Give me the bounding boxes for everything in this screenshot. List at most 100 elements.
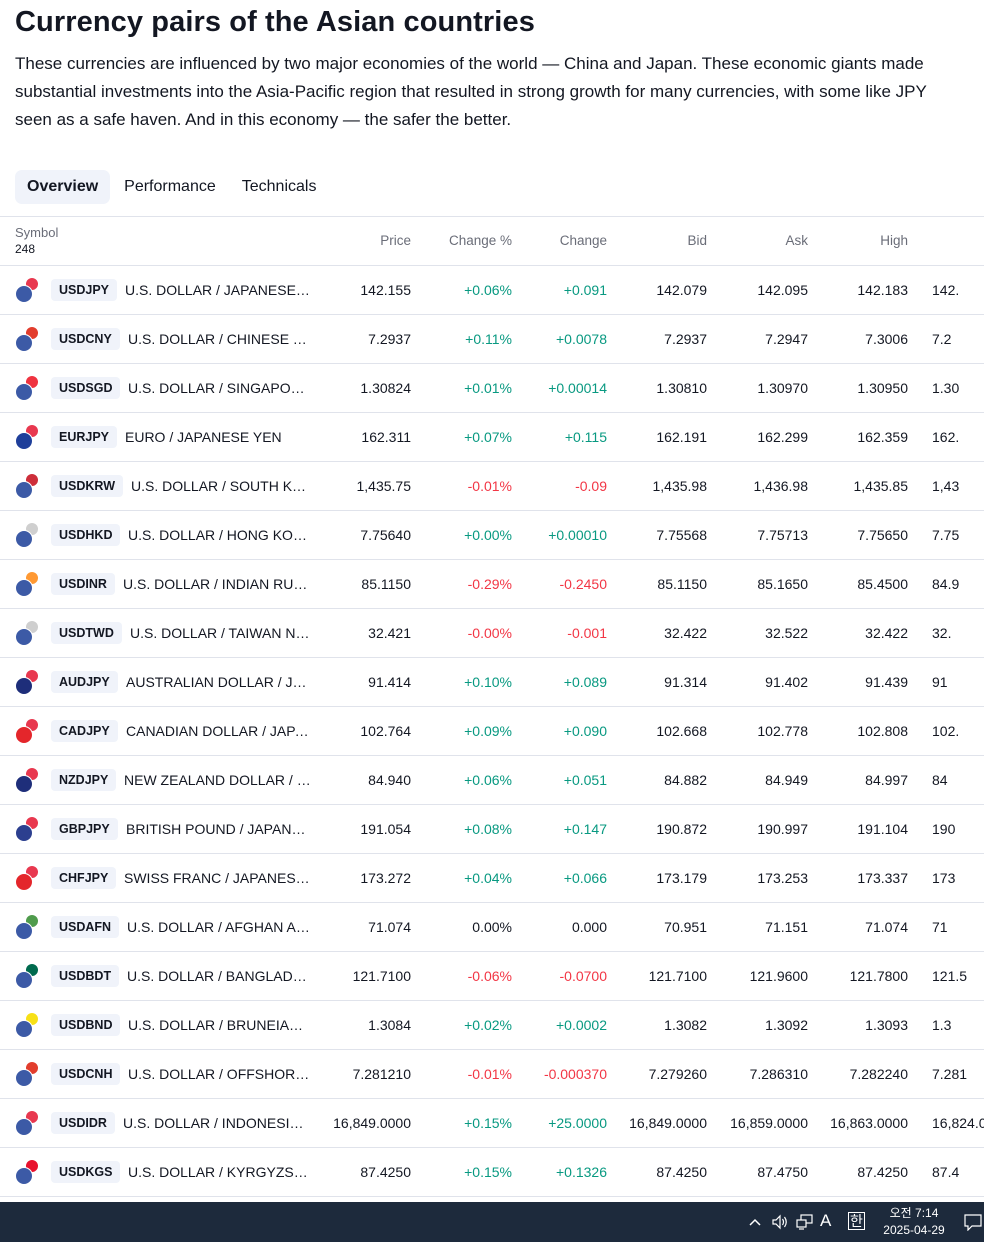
high-cell: 7.282240 bbox=[849, 1066, 908, 1082]
low-cell: 102. bbox=[932, 723, 960, 739]
clock-time: 오전 7:14 bbox=[889, 1206, 939, 1220]
pair-name[interactable]: BRITISH POUND / JAPANESE ... bbox=[126, 821, 312, 837]
ticker-badge[interactable]: USDCNY bbox=[51, 328, 120, 350]
chevron-up-icon[interactable] bbox=[748, 1215, 762, 1229]
pair-name[interactable]: U.S. DOLLAR / TAIWAN NEW... bbox=[130, 625, 312, 641]
network-icon[interactable] bbox=[796, 1214, 814, 1230]
table-row[interactable]: USDTWD U.S. DOLLAR / TAIWAN NEW... 32.421 -… bbox=[0, 609, 984, 658]
pair-name[interactable]: AUSTRALIAN DOLLAR / JAPA... bbox=[126, 674, 312, 690]
ticker-badge[interactable]: USDKRW bbox=[51, 475, 124, 497]
currency-flags-icon bbox=[15, 1061, 41, 1087]
price-cell: 7.75640 bbox=[360, 527, 411, 543]
table-row[interactable]: USDIDR U.S. DOLLAR / INDONESIAN ... 16,849… bbox=[0, 1099, 984, 1148]
table-row[interactable]: USDKRW U.S. DOLLAR / SOUTH KORE... 1,435.7… bbox=[0, 462, 984, 511]
ticker-badge[interactable]: USDCNH bbox=[51, 1063, 121, 1085]
pair-name[interactable]: U.S. DOLLAR / BRUNEIAN D... bbox=[128, 1017, 312, 1033]
pair-name[interactable]: NEW ZEALAND DOLLAR / JA... bbox=[124, 772, 312, 788]
ticker-badge[interactable]: USDJPY bbox=[51, 279, 118, 301]
price-cell: 1.30824 bbox=[360, 380, 411, 396]
pair-name[interactable]: U.S. DOLLAR / AFGHAN AFG... bbox=[127, 919, 312, 935]
bid-cell: 7.75568 bbox=[656, 527, 707, 543]
ask-cell: 16,859.0000 bbox=[730, 1115, 808, 1131]
ticker-badge[interactable]: USDBND bbox=[51, 1014, 121, 1036]
currency-table: Symbol 248 Price Change % Change Bid Ask… bbox=[0, 216, 984, 1202]
table-row[interactable]: CADJPY CANADIAN DOLLAR / JAPANE... 102.764… bbox=[0, 707, 984, 756]
column-header-symbol[interactable]: Symbol 248 bbox=[15, 225, 58, 257]
price-cell: 162.311 bbox=[361, 429, 411, 445]
table-row[interactable]: USDCNY U.S. DOLLAR / CHINESE YUAN 7.2937 +0… bbox=[0, 315, 984, 364]
change-percent-cell: -0.01% bbox=[467, 1066, 512, 1082]
table-row[interactable]: AUDJPY AUSTRALIAN DOLLAR / JAPA... 91.414 +… bbox=[0, 658, 984, 707]
bid-cell: 1.3082 bbox=[664, 1017, 707, 1033]
ticker-badge[interactable]: USDHKD bbox=[51, 524, 121, 546]
speaker-icon[interactable] bbox=[772, 1214, 790, 1230]
table-row[interactable]: USDINR U.S. DOLLAR / INDIAN RUPEE 85.1150 -… bbox=[0, 560, 984, 609]
currency-flags-icon bbox=[15, 571, 41, 597]
pair-name[interactable]: U.S. DOLLAR / INDIAN RUPEE bbox=[123, 576, 312, 592]
table-row[interactable]: USDBDT U.S. DOLLAR / BANGLADESH... 121.710… bbox=[0, 952, 984, 1001]
table-row[interactable]: USDAFN U.S. DOLLAR / AFGHAN AFG... 71.074 0… bbox=[0, 903, 984, 952]
intro-text: These currencies are influenced by two m… bbox=[15, 54, 927, 129]
ime-language-indicator[interactable]: 한 bbox=[848, 1212, 865, 1230]
column-header-change[interactable]: Change bbox=[559, 233, 607, 248]
tab-overview[interactable]: Overview bbox=[15, 170, 111, 204]
table-row[interactable]: USDCNH U.S. DOLLAR / OFFSHORE C... 7.28121… bbox=[0, 1050, 984, 1099]
pair-name[interactable]: CANADIAN DOLLAR / JAPANE... bbox=[126, 723, 312, 739]
price-cell: 7.2937 bbox=[368, 331, 411, 347]
ticker-badge[interactable]: USDTWD bbox=[51, 622, 122, 644]
ask-cell: 1.3092 bbox=[765, 1017, 808, 1033]
ticker-badge[interactable]: USDIDR bbox=[51, 1112, 115, 1134]
change-cell: +0.115 bbox=[564, 429, 607, 445]
pair-name[interactable]: U.S. DOLLAR / OFFSHORE C... bbox=[128, 1066, 312, 1082]
ime-mode-indicator[interactable]: A bbox=[820, 1211, 832, 1230]
table-row[interactable]: USDBND U.S. DOLLAR / BRUNEIAN D... 1.3084 +… bbox=[0, 1001, 984, 1050]
pair-name[interactable]: U.S. DOLLAR / JAPANESE YEN bbox=[125, 282, 312, 298]
column-header-bid[interactable]: Bid bbox=[687, 233, 707, 248]
ticker-badge[interactable]: AUDJPY bbox=[51, 671, 118, 693]
table-row[interactable]: CHFJPY SWISS FRANC / JAPANESE YEN 173.272 +… bbox=[0, 854, 984, 903]
change-percent-cell: +0.09% bbox=[464, 723, 512, 739]
pair-name[interactable]: SWISS FRANC / JAPANESE YEN bbox=[124, 870, 312, 886]
ticker-badge[interactable]: CHFJPY bbox=[51, 867, 117, 889]
ticker-badge[interactable]: USDINR bbox=[51, 573, 115, 595]
column-header-ask[interactable]: Ask bbox=[785, 233, 808, 248]
tab-performance[interactable]: Performance bbox=[124, 178, 216, 195]
change-cell: +0.091 bbox=[563, 282, 607, 298]
pair-name[interactable]: U.S. DOLLAR / SOUTH KORE... bbox=[131, 478, 312, 494]
ask-cell: 87.4750 bbox=[757, 1164, 808, 1180]
table-row[interactable]: EURJPY EURO / JAPANESE YEN 162.311 +0.07% +0… bbox=[0, 413, 984, 462]
table-row[interactable]: GBPJPY BRITISH POUND / JAPANESE ... 191.05… bbox=[0, 805, 984, 854]
table-row[interactable]: USDKGS U.S. DOLLAR / KYRGYZSTAN... 87.4250… bbox=[0, 1148, 984, 1197]
ticker-badge[interactable]: USDAFN bbox=[51, 916, 120, 938]
column-header-price[interactable]: Price bbox=[380, 233, 411, 248]
ticker-badge[interactable]: USDKGS bbox=[51, 1161, 121, 1183]
ticker-badge[interactable]: EURJPY bbox=[51, 426, 118, 448]
table-row[interactable]: NZDJPY NEW ZEALAND DOLLAR / JA... 84.940 +0… bbox=[0, 756, 984, 805]
pair-name[interactable]: U.S. DOLLAR / CHINESE YUAN bbox=[128, 331, 312, 347]
pair-name[interactable]: U.S. DOLLAR / HONG KONG ... bbox=[128, 527, 312, 543]
column-header-high[interactable]: High bbox=[880, 233, 908, 248]
ticker-badge[interactable]: NZDJPY bbox=[51, 769, 117, 791]
pair-name[interactable]: U.S. DOLLAR / INDONESIAN ... bbox=[123, 1115, 312, 1131]
ask-cell: 173.253 bbox=[757, 870, 808, 886]
pair-name[interactable]: EURO / JAPANESE YEN bbox=[125, 429, 282, 445]
ask-cell: 7.75713 bbox=[757, 527, 808, 543]
currency-flags-icon bbox=[15, 914, 41, 940]
notification-icon[interactable] bbox=[964, 1213, 982, 1231]
low-cell: 87.4 bbox=[932, 1164, 960, 1180]
pair-name[interactable]: U.S. DOLLAR / BANGLADESH... bbox=[127, 968, 312, 984]
bid-cell: 1.30810 bbox=[656, 380, 707, 396]
tab-technicals[interactable]: Technicals bbox=[241, 178, 317, 195]
ticker-badge[interactable]: USDBDT bbox=[51, 965, 120, 987]
ticker-badge[interactable]: USDSGD bbox=[51, 377, 121, 399]
column-header-change-percent[interactable]: Change % bbox=[448, 233, 512, 248]
pair-name[interactable]: U.S. DOLLAR / KYRGYZSTAN... bbox=[128, 1164, 312, 1180]
low-cell: 190 bbox=[932, 821, 956, 837]
table-row[interactable]: USDHKD U.S. DOLLAR / HONG KONG ... 7.75640… bbox=[0, 511, 984, 560]
ticker-badge[interactable]: GBPJPY bbox=[51, 818, 118, 840]
ticker-badge[interactable]: CADJPY bbox=[51, 720, 118, 742]
table-row[interactable]: USDSGD U.S. DOLLAR / SINGAPORE D... 1.3082… bbox=[0, 364, 984, 413]
taskbar-clock[interactable]: 오전 7:14 2025-04-29 bbox=[872, 1205, 956, 1239]
table-row[interactable]: USDJPY U.S. DOLLAR / JAPANESE YEN 142.155 +… bbox=[0, 266, 984, 315]
pair-name[interactable]: U.S. DOLLAR / SINGAPORE D... bbox=[128, 380, 312, 396]
